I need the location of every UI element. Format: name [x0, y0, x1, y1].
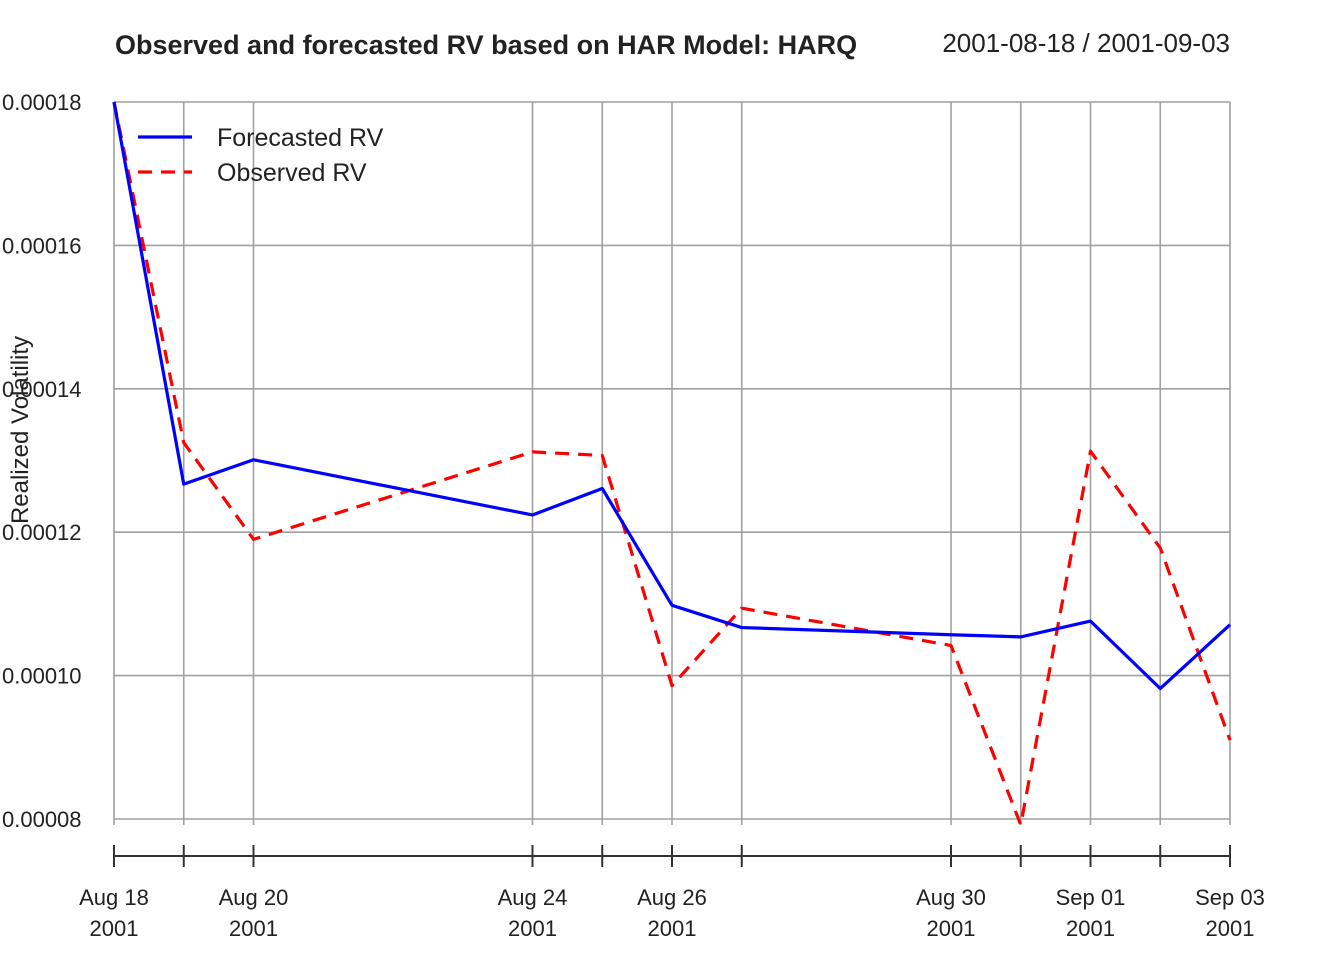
series-line-observed-rv	[112, 101, 1232, 827]
x-tick-label: Aug 26	[637, 885, 707, 910]
legend: Forecasted RV Observed RV	[138, 124, 384, 187]
legend-label: Forecasted RV	[217, 124, 384, 152]
x-tick-label: Aug 30	[916, 885, 986, 910]
y-tick-label: 0.00018	[2, 90, 82, 115]
x-tick-label: Aug 20	[219, 885, 289, 910]
x-tick-label-year: 2001	[508, 916, 557, 941]
y-tick-label: 0.00008	[2, 807, 82, 832]
chart-title: Observed and forecasted RV based on HAR …	[115, 30, 857, 60]
x-tick-label-year: 2001	[1066, 916, 1115, 941]
x-tick-label-year: 2001	[229, 916, 278, 941]
y-axis-label: Realized Volatility	[7, 336, 34, 524]
y-tick-label: 0.00014	[2, 377, 82, 402]
x-tick-label-year: 2001	[927, 916, 976, 941]
date-range: 2001-08-18 / 2001-09-03	[942, 28, 1230, 58]
series-lines	[112, 101, 1232, 827]
x-tick-label: Aug 18	[79, 885, 149, 910]
y-tick-label: 0.00010	[2, 664, 82, 689]
y-tick-labels: 0.00008 0.00010 0.00012 0.00014 0.00016 0.000…	[2, 90, 82, 832]
x-tick-label-year: 2001	[90, 916, 139, 941]
x-tick-label: Sep 03	[1195, 885, 1265, 910]
x-tick-label: Aug 24	[498, 885, 568, 910]
x-tick-label: Sep 01	[1056, 885, 1126, 910]
x-axis: Aug 18 2001 Aug 20 2001 Aug 24 2001 Aug 26 2001…	[79, 845, 1265, 941]
y-tick-label: 0.00012	[2, 520, 82, 545]
grid	[113, 101, 1231, 825]
y-tick-label: 0.00016	[2, 233, 82, 258]
x-tick-label-year: 2001	[1206, 916, 1255, 941]
x-tick-label-year: 2001	[648, 916, 697, 941]
legend-label: Observed RV	[217, 159, 367, 187]
series-line-forecasted-rv	[112, 101, 1232, 691]
